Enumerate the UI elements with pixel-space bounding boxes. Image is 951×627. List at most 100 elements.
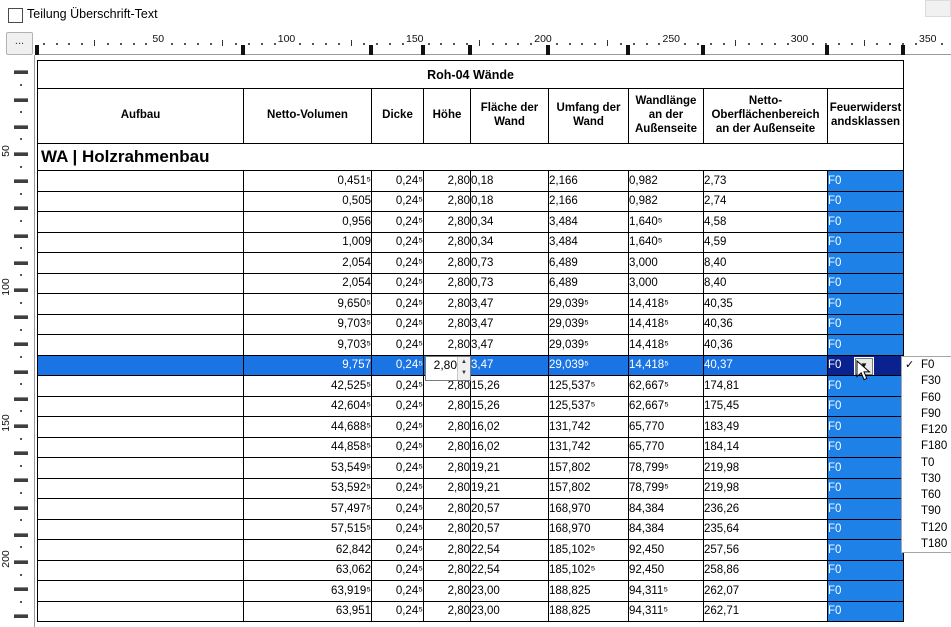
cell-wandlaenge[interactable]: 78,799⁵	[628, 477, 704, 499]
cell-netto-oberflaeche[interactable]: 40,36	[703, 334, 828, 356]
cell-feuerwiderstandsklasse[interactable]: F0	[826, 252, 905, 274]
cell-umfang[interactable]: 157,802	[548, 457, 629, 479]
cell-flaeche[interactable]: 22,54	[470, 539, 549, 561]
column-boundary-marker[interactable]	[701, 45, 705, 55]
cell-netto-volumen[interactable]: 63,062	[243, 559, 372, 581]
cell-aufbau[interactable]	[37, 457, 244, 479]
cell-netto-oberflaeche[interactable]: 258,86	[703, 559, 828, 581]
cell-netto-oberflaeche[interactable]: 175,45	[703, 395, 828, 417]
cell-netto-oberflaeche[interactable]: 4,59	[703, 231, 828, 253]
cell-feuerwiderstandsklasse[interactable]: F0	[826, 313, 905, 335]
cell-umfang[interactable]: 6,489	[548, 272, 629, 294]
cell-wandlaenge[interactable]: 0,982	[628, 170, 704, 192]
cell-umfang[interactable]: 188,825	[548, 580, 629, 602]
cell-feuerwiderstandsklasse[interactable]: F0	[826, 211, 905, 233]
cell-netto-volumen[interactable]: 44,688⁵	[243, 416, 372, 438]
cell-flaeche[interactable]: 16,02	[470, 436, 549, 458]
cell-dicke[interactable]: 0,24⁵	[371, 252, 424, 274]
cell-netto-oberflaeche[interactable]: 262,71	[703, 600, 828, 622]
cell-netto-volumen[interactable]: 0,956	[243, 211, 372, 233]
cell-hoehe[interactable]: 2,80	[423, 334, 471, 356]
cell-wandlaenge[interactable]: 14,418⁵	[628, 293, 704, 315]
cell-netto-oberflaeche[interactable]: 257,56	[703, 539, 828, 561]
cell-feuerwiderstandsklasse[interactable]: F0	[826, 477, 905, 499]
cell-flaeche[interactable]: 3,47	[470, 334, 549, 356]
cell-netto-volumen[interactable]: 44,858⁵	[243, 436, 372, 458]
cell-dicke[interactable]: 0,24⁵	[371, 518, 424, 540]
cell-feuerwiderstandsklasse[interactable]: F0	[826, 231, 905, 253]
cell-flaeche[interactable]: 20,57	[470, 518, 549, 540]
cell-feuerwiderstandsklasse[interactable]: F0	[826, 600, 905, 622]
cell-dicke[interactable]: 0,24⁵	[371, 477, 424, 499]
column-boundary-marker[interactable]	[546, 45, 550, 55]
column-boundary-marker[interactable]	[241, 45, 245, 55]
cell-netto-oberflaeche[interactable]: 8,40	[703, 272, 828, 294]
split-header-checkbox[interactable]	[8, 8, 23, 23]
cell-netto-oberflaeche[interactable]: 262,07	[703, 580, 828, 602]
cell-netto-volumen[interactable]: 9,703⁵	[243, 334, 372, 356]
cell-dicke[interactable]: 0,24⁵	[371, 354, 424, 376]
column-boundary-marker[interactable]	[825, 45, 829, 55]
column-boundary-marker[interactable]	[468, 45, 472, 55]
cell-umfang[interactable]: 188,825	[548, 600, 629, 622]
cell-netto-volumen[interactable]: 0,505	[243, 190, 372, 212]
spinner-up-icon[interactable]: ▲	[458, 356, 470, 368]
cell-wandlaenge[interactable]: 78,799⁵	[628, 457, 704, 479]
cell-hoehe[interactable]: 2,80	[423, 559, 471, 581]
cell-flaeche[interactable]: 20,57	[470, 498, 549, 520]
cell-umfang[interactable]: 125,537⁵	[548, 375, 629, 397]
cell-flaeche[interactable]: 0,73	[470, 272, 549, 294]
cell-netto-volumen[interactable]: 0,451⁵	[243, 170, 372, 192]
cell-umfang[interactable]: 157,802	[548, 477, 629, 499]
column-boundary-marker[interactable]	[626, 45, 630, 55]
cell-wandlaenge[interactable]: 65,770	[628, 416, 704, 438]
cell-wandlaenge[interactable]: 14,418⁵	[628, 313, 704, 335]
cell-wandlaenge[interactable]: 84,384	[628, 498, 704, 520]
cell-wandlaenge[interactable]: 65,770	[628, 436, 704, 458]
dropdown-item[interactable]: T180	[921, 537, 948, 550]
cell-hoehe[interactable]: 2,80	[423, 477, 471, 499]
cell-netto-oberflaeche[interactable]: 8,40	[703, 252, 828, 274]
cell-wandlaenge[interactable]: 3,000	[628, 252, 704, 274]
cell-umfang[interactable]: 29,039⁵	[548, 354, 629, 376]
cell-wandlaenge[interactable]: 0,982	[628, 190, 704, 212]
cell-dicke[interactable]: 0,24⁵	[371, 190, 424, 212]
cell-netto-volumen[interactable]: 62,842	[243, 539, 372, 561]
cell-netto-oberflaeche[interactable]: 40,36	[703, 313, 828, 335]
cell-aufbau[interactable]	[37, 354, 244, 376]
cell-dicke[interactable]: 0,24⁵	[371, 313, 424, 335]
cell-umfang[interactable]: 185,102⁵	[548, 539, 629, 561]
cell-hoehe[interactable]: 2,80	[423, 457, 471, 479]
cell-hoehe[interactable]: 2,80	[423, 395, 471, 417]
cell-dicke[interactable]: 0,24⁵	[371, 395, 424, 417]
cell-umfang[interactable]: 168,970	[548, 518, 629, 540]
cell-dicke[interactable]: 0,24⁵	[371, 559, 424, 581]
dropdown-item[interactable]: F180	[921, 440, 948, 453]
cell-feuerwiderstandsklasse[interactable]: F0	[826, 190, 905, 212]
cell-wandlaenge[interactable]: 62,667⁵	[628, 375, 704, 397]
cell-umfang[interactable]: 6,489	[548, 252, 629, 274]
cell-dicke[interactable]: 0,24⁵	[371, 498, 424, 520]
spinbox-value[interactable]: 2,80	[433, 357, 457, 372]
cell-flaeche[interactable]: 3,47	[470, 313, 549, 335]
cell-flaeche[interactable]: 3,47	[470, 293, 549, 315]
cell-hoehe[interactable]: 2,80	[423, 272, 471, 294]
cell-dicke[interactable]: 0,24⁵	[371, 580, 424, 602]
cell-dicke[interactable]: 0,24⁵	[371, 375, 424, 397]
cell-feuerwiderstandsklasse[interactable]: F0	[826, 580, 905, 602]
cell-umfang[interactable]: 29,039⁵	[548, 293, 629, 315]
cell-netto-volumen[interactable]: 53,592⁵	[243, 477, 372, 499]
cell-wandlaenge[interactable]: 1,640⁵	[628, 211, 704, 233]
cell-dicke[interactable]: 0,24⁵	[371, 293, 424, 315]
cell-netto-volumen[interactable]: 2,054	[243, 272, 372, 294]
cell-flaeche[interactable]: 15,26	[470, 395, 549, 417]
cell-feuerwiderstandsklasse[interactable]: F0	[826, 457, 905, 479]
cell-hoehe[interactable]: 2,80	[423, 539, 471, 561]
cell-netto-volumen[interactable]: 9,757	[243, 354, 372, 376]
cell-aufbau[interactable]	[37, 334, 244, 356]
cell-hoehe[interactable]: 2,80 ▲ ▼	[423, 354, 471, 381]
cell-feuerwiderstandsklasse[interactable]: F0	[826, 518, 905, 540]
cell-flaeche[interactable]: 0,73	[470, 252, 549, 274]
cell-aufbau[interactable]	[37, 477, 244, 499]
cell-wandlaenge[interactable]: 1,640⁵	[628, 231, 704, 253]
